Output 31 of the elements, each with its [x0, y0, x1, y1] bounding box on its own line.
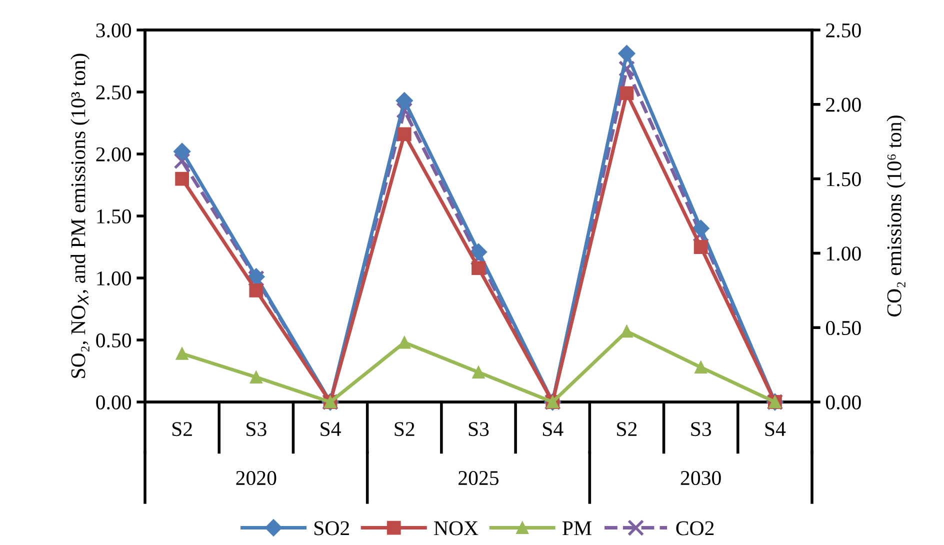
legend-label: PM: [562, 521, 592, 536]
x-tick-label: S4: [765, 422, 786, 436]
y2-tick-label: 1.00: [827, 246, 861, 261]
y-tick-label: 1.00: [97, 271, 132, 286]
y2-tick-label: 2.00: [826, 98, 861, 112]
legend-label: CO2: [676, 521, 714, 536]
y2-tick-label: 0.00: [826, 395, 861, 410]
x-tick-label: S4: [320, 422, 341, 436]
y-tick-label: 1.50: [97, 209, 132, 224]
x-tick-label: S3: [691, 422, 712, 436]
x-tick-label: S2: [172, 422, 192, 436]
y2-tick-label: 2.50: [826, 23, 861, 38]
y-tick-label: 2.00: [96, 147, 132, 162]
x-tick-label: S3: [468, 422, 489, 436]
text: 2020: [236, 470, 276, 486]
legend-label: SO2: [314, 521, 349, 536]
y-axis-title: SO₂, NO$_{X}$, and PM emissions (10³ ton): [70, 54, 90, 378]
text: 2030: [680, 470, 721, 486]
y2-axis-title: CO₂ emissions (10⁶ ton): [886, 116, 906, 316]
x-tick-label: S3: [246, 422, 266, 436]
y-tick-label: 2.50: [96, 85, 132, 100]
y-tick-label: 0.50: [96, 333, 132, 348]
x-tick-label: S4: [543, 422, 564, 436]
y2-tick-label: 0.50: [826, 320, 861, 336]
x-tick-label: S2: [617, 422, 637, 436]
text: 2025: [458, 470, 499, 486]
x-tick-label: S2: [394, 422, 414, 436]
y-tick-label: 0.00: [96, 395, 132, 410]
y2-tick-label: 1.50: [827, 172, 861, 186]
y-tick-label: 3.00: [96, 23, 132, 38]
legend-label: NOX: [434, 521, 478, 536]
